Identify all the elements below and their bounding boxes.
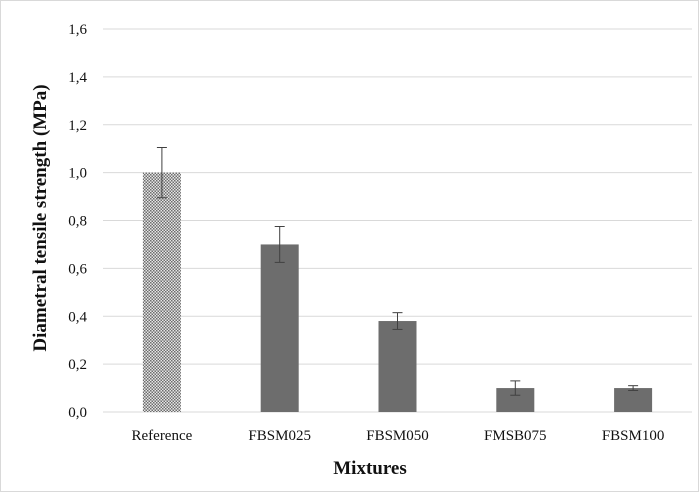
error-bar-fmsb075 xyxy=(510,380,521,396)
x-tick-label: FBSM100 xyxy=(602,428,665,444)
y-tick-label: 0,0 xyxy=(68,405,87,421)
y-tick-label: 1,4 xyxy=(68,70,87,86)
bar-fbsm025 xyxy=(260,244,299,412)
y-tick-label: 0,6 xyxy=(68,261,87,277)
x-tick-label: FBSM025 xyxy=(248,428,311,444)
y-axis-ticks: 0,0 0,2 0,4 0,6 0,8 1,0 1,2 1,4 1,6 xyxy=(68,22,87,421)
bar-fbsm050 xyxy=(378,321,417,412)
y-tick-label: 1,2 xyxy=(68,118,87,134)
x-axis-title: Mixtures xyxy=(333,458,407,479)
bar-fbsm100 xyxy=(614,388,653,412)
y-tick-label: 0,2 xyxy=(68,357,87,373)
x-tick-label: FBSM050 xyxy=(366,428,429,444)
error-bars xyxy=(156,146,639,396)
error-bar-fbsm050 xyxy=(392,312,403,330)
error-bar-fbsm100 xyxy=(628,385,639,391)
bar-reference xyxy=(142,172,181,412)
y-tick-label: 1,6 xyxy=(68,22,87,38)
x-axis-ticks: Reference FBSM025 FBSM050 FMSB075 FBSM100 xyxy=(132,428,665,444)
error-bar-fbsm025 xyxy=(274,225,285,263)
x-tick-label: FMSB075 xyxy=(484,428,547,444)
error-bar-reference xyxy=(156,146,167,199)
x-tick-label: Reference xyxy=(132,428,193,444)
y-tick-label: 0,8 xyxy=(68,214,87,230)
y-axis-title: Diametral tensile strength (MPa) xyxy=(30,84,51,351)
y-tick-label: 1,0 xyxy=(68,166,87,182)
bars xyxy=(142,172,653,412)
gridlines xyxy=(103,28,692,413)
bar-fmsb075 xyxy=(496,388,535,412)
y-tick-label: 0,4 xyxy=(68,309,87,325)
